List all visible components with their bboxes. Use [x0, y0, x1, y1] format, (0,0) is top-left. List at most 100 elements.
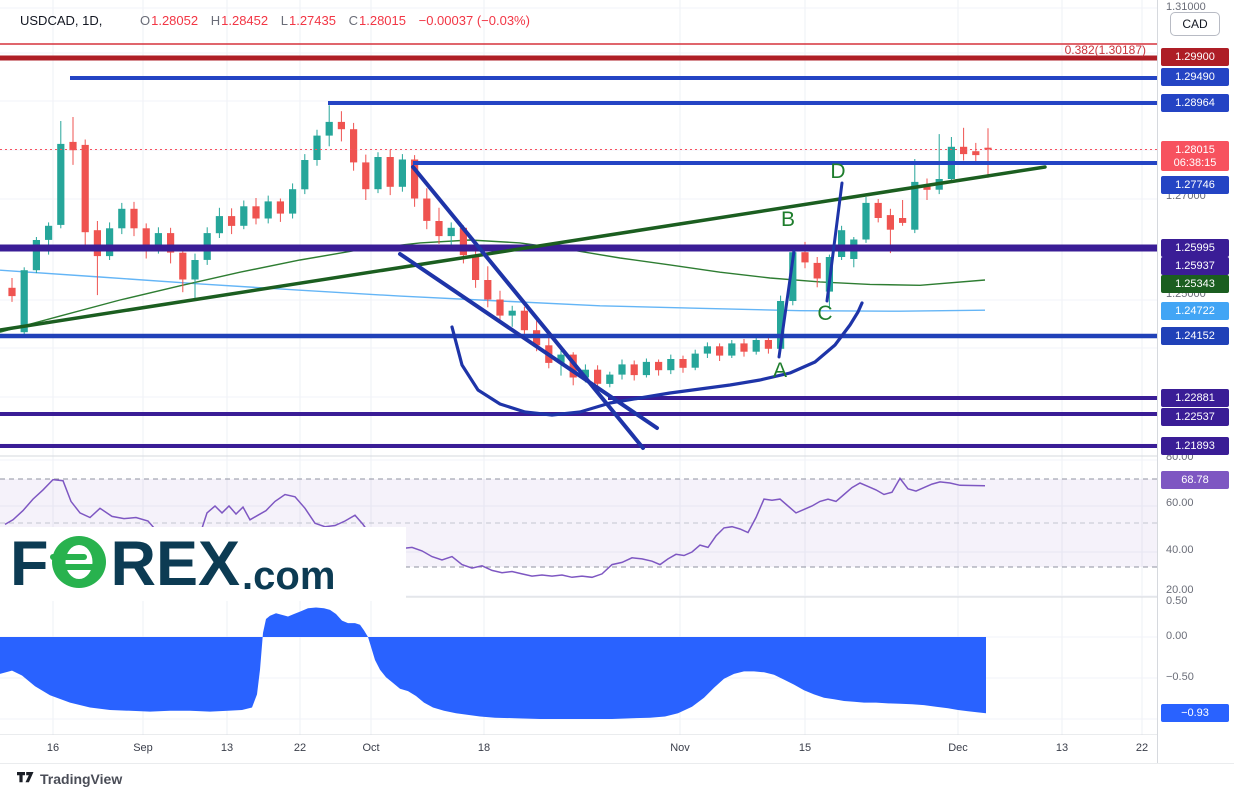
- candle-body: [325, 121, 333, 136]
- price-level-label: 1.22881: [1161, 389, 1229, 407]
- price-level-label: 1.22537: [1161, 408, 1229, 426]
- candle-body: [606, 374, 614, 384]
- time-axis-label: Oct: [362, 742, 380, 754]
- time-axis-label: Nov: [670, 742, 690, 754]
- candle-body: [106, 228, 114, 257]
- low-value: L1.27435: [280, 13, 336, 28]
- candle-body: [838, 230, 846, 257]
- price-level-label: 1.25995: [1161, 239, 1229, 257]
- candle-body: [423, 198, 431, 221]
- price-level-label: 1.24722: [1161, 302, 1229, 320]
- candle-body: [789, 252, 797, 301]
- wave-line: [777, 249, 796, 359]
- sma50-line: [0, 269, 986, 312]
- price-level-label: 1.28964: [1161, 94, 1229, 112]
- candle-body: [411, 159, 419, 199]
- candle-body: [32, 240, 40, 271]
- candle-body: [240, 206, 248, 226]
- high-value: H1.28452: [210, 13, 269, 28]
- candle-body: [179, 252, 187, 280]
- candle-body: [20, 270, 28, 333]
- tradingview-branding[interactable]: TradingView: [16, 767, 122, 791]
- candle-body: [740, 343, 748, 352]
- candle-body: [252, 206, 260, 219]
- candle-body: [215, 216, 223, 234]
- time-axis-label: 16: [46, 742, 60, 754]
- candle-body: [81, 144, 89, 233]
- candle-body: [350, 129, 358, 163]
- candle-body: [374, 157, 382, 190]
- candle-body: [154, 233, 162, 248]
- price-level-label: 1.29490: [1161, 68, 1229, 86]
- ohlc-legend: USDCAD, 1D, O1.28052 H1.28452 L1.27435 C…: [20, 13, 530, 28]
- candle-body: [667, 359, 675, 371]
- candle-body: [777, 301, 785, 349]
- tradingview-logo-icon: [16, 767, 35, 791]
- candle-body: [960, 146, 968, 155]
- candle-body: [496, 299, 504, 316]
- watermark-suffix: .com: [242, 554, 336, 598]
- change-value: −0.00037 (−0.03%): [418, 13, 530, 28]
- candle-body: [69, 141, 77, 151]
- time-axis-label: 13: [220, 742, 234, 754]
- candle-body: [130, 208, 138, 229]
- price-level-label: 1.27746: [1161, 176, 1229, 194]
- price-level-label: 1.24152: [1161, 327, 1229, 345]
- time-axis[interactable]: 16 Sep 13 22 Oct 18 Nov 15 Dec 13 22: [0, 735, 1157, 763]
- price-level-label: 1.25937: [1161, 257, 1229, 275]
- scale-tick: 0.00: [1166, 630, 1188, 642]
- price-level-label: 1.28015 06:38:15: [1161, 141, 1229, 171]
- candle-body: [118, 208, 126, 229]
- candle-body: [972, 151, 980, 156]
- candle-body: [167, 233, 175, 253]
- time-axis-label: 13: [1055, 742, 1069, 754]
- scale-tick: 0.50: [1166, 595, 1188, 607]
- candle-body: [728, 343, 736, 356]
- candle-body: [557, 354, 565, 363]
- scale-tick: 1.31000: [1166, 1, 1206, 13]
- time-axis-label: Sep: [133, 742, 153, 754]
- saucer-curve: [450, 301, 864, 417]
- candle-body: [228, 216, 236, 226]
- candle-body: [472, 255, 480, 280]
- countdown-timer: 06:38:15: [1173, 157, 1217, 169]
- candle-body: [447, 227, 455, 237]
- candle-body: [8, 287, 16, 297]
- price-level-label: −0.93: [1161, 704, 1229, 722]
- candle-body: [508, 310, 516, 316]
- candle-body: [642, 361, 650, 376]
- price-scale[interactable]: CAD 1.31000 1.27000 1.25000 80.00 60.00 40.00…: [1157, 0, 1234, 763]
- candle-body: [984, 147, 992, 150]
- wave-label-b: B: [780, 208, 796, 231]
- candle-body: [716, 346, 724, 356]
- tradingview-logo-text: TradingView: [40, 771, 123, 787]
- candle-body: [679, 359, 687, 368]
- candle-body: [691, 353, 699, 368]
- candle-body: [874, 202, 882, 218]
- candle-body: [923, 184, 931, 190]
- price-level-label: 68.78: [1161, 471, 1229, 489]
- candle-body: [655, 361, 663, 371]
- candle-body: [93, 230, 101, 257]
- macd-area: [0, 607, 986, 719]
- currency-button[interactable]: CAD: [1170, 12, 1220, 36]
- time-axis-label: 15: [798, 742, 812, 754]
- wave-label-d: D: [830, 160, 846, 183]
- scale-tick: 60.00: [1166, 497, 1194, 509]
- watermark-letter-f: F: [10, 528, 49, 599]
- candle-body: [337, 121, 345, 130]
- open-value: O1.28052: [139, 13, 199, 28]
- candle-body: [435, 221, 443, 237]
- candle-body: [191, 260, 199, 280]
- fib-level-label: 0.382(1.30187): [1064, 43, 1146, 57]
- close-value: C1.28015: [348, 13, 406, 28]
- candle-body: [752, 340, 760, 352]
- forex-o-logo-icon: [50, 534, 108, 595]
- uptrend-line: [0, 165, 1047, 332]
- candle-body: [581, 369, 589, 378]
- price-level-label: 1.29900: [1161, 48, 1229, 66]
- symbol-title[interactable]: USDCAD, 1D,: [20, 13, 103, 28]
- candle-body: [313, 135, 321, 160]
- down-channel-line: [398, 252, 659, 430]
